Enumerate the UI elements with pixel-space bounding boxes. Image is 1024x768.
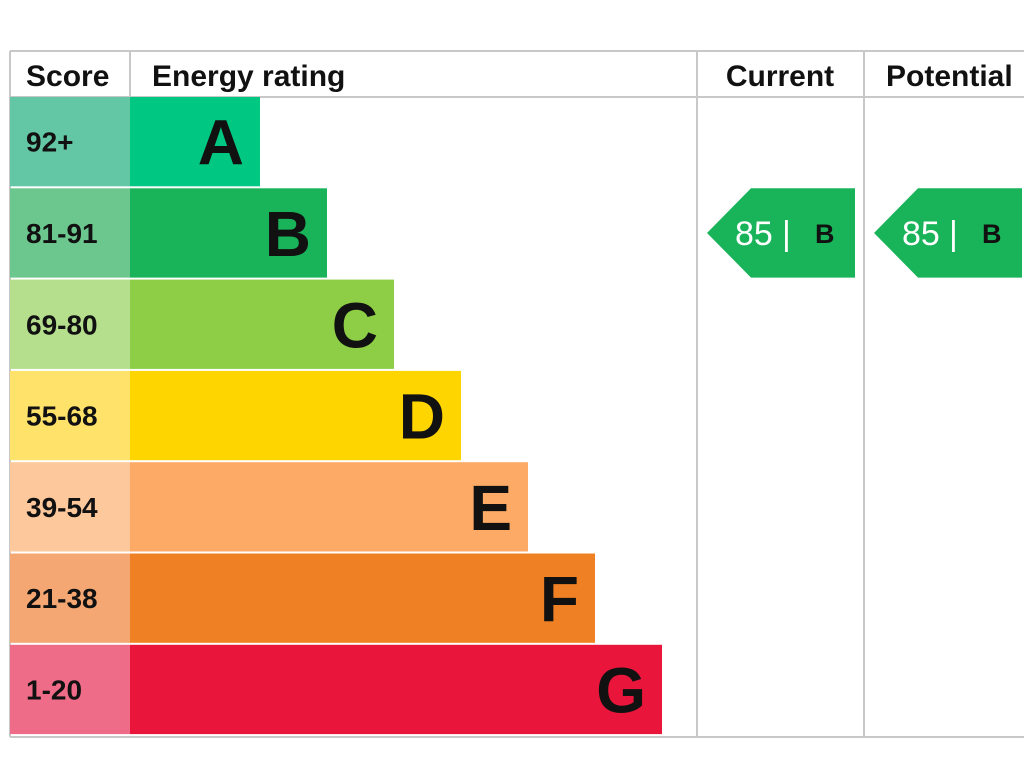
score-range-g: 1-20 bbox=[26, 674, 82, 705]
band-bar-c bbox=[130, 279, 394, 369]
header-current: Current bbox=[726, 60, 834, 93]
potential-rating-score: 85 bbox=[902, 215, 940, 253]
band-letter-g: G bbox=[596, 654, 646, 726]
header-score: Score bbox=[26, 60, 109, 93]
table-header: Score Energy rating Current Potential bbox=[26, 60, 1013, 93]
score-range-c: 69-80 bbox=[26, 309, 98, 340]
potential-rating-indicator: 85 | B bbox=[874, 188, 1022, 278]
band-letter-d: D bbox=[399, 381, 445, 453]
score-range-e: 39-54 bbox=[26, 492, 98, 523]
potential-rating-separator: | bbox=[949, 215, 958, 253]
band-row-a: 92+ A bbox=[10, 97, 260, 187]
score-cell-f bbox=[10, 553, 130, 643]
score-range-d: 55-68 bbox=[26, 401, 98, 432]
current-rating-indicator: 85 | B bbox=[707, 188, 855, 278]
band-row-g: 1-20 G bbox=[10, 644, 662, 735]
header-energy-rating: Energy rating bbox=[152, 60, 345, 93]
band-bar-e bbox=[130, 462, 528, 552]
score-range-b: 81-91 bbox=[26, 218, 98, 249]
score-cell-a bbox=[10, 97, 130, 187]
current-rating-arrow bbox=[707, 188, 855, 278]
band-row-c: 69-80 C bbox=[10, 279, 394, 369]
band-letter-f: F bbox=[540, 563, 579, 635]
current-rating-separator: | bbox=[782, 215, 791, 253]
band-letter-c: C bbox=[332, 289, 378, 361]
band-letter-e: E bbox=[469, 472, 512, 544]
score-cell-d bbox=[10, 370, 130, 461]
header-potential: Potential bbox=[886, 60, 1013, 93]
band-letter-a: A bbox=[198, 107, 244, 179]
potential-rating-arrow bbox=[874, 188, 1022, 278]
band-bar-d bbox=[130, 370, 461, 461]
band-row-f: 21-38 F bbox=[10, 553, 595, 643]
band-row-d: 55-68 D bbox=[10, 370, 461, 461]
band-row-b: 81-91 B bbox=[10, 188, 327, 278]
band-bar-g bbox=[130, 644, 662, 735]
current-rating-band: B bbox=[815, 219, 835, 249]
score-cell-b bbox=[10, 188, 130, 278]
band-letter-b: B bbox=[265, 198, 311, 270]
band-bar-f bbox=[130, 553, 595, 643]
score-cell-e bbox=[10, 462, 130, 552]
score-cell-c bbox=[10, 279, 130, 369]
rating-indicators: 85 | B 85 | B bbox=[707, 188, 1022, 278]
score-range-f: 21-38 bbox=[26, 583, 98, 614]
score-cell-g bbox=[10, 644, 130, 735]
potential-rating-band: B bbox=[982, 219, 1002, 249]
band-bar-a bbox=[130, 97, 260, 187]
current-rating-score: 85 bbox=[735, 215, 773, 253]
rating-bands: 92+ A 81-91 B 69-80 C 55-68 D 39-54 E 21-38 F 1-20 G bbox=[10, 97, 662, 735]
score-range-a: 92+ bbox=[26, 127, 74, 158]
band-bar-b bbox=[130, 188, 327, 278]
band-row-e: 39-54 E bbox=[10, 462, 528, 552]
